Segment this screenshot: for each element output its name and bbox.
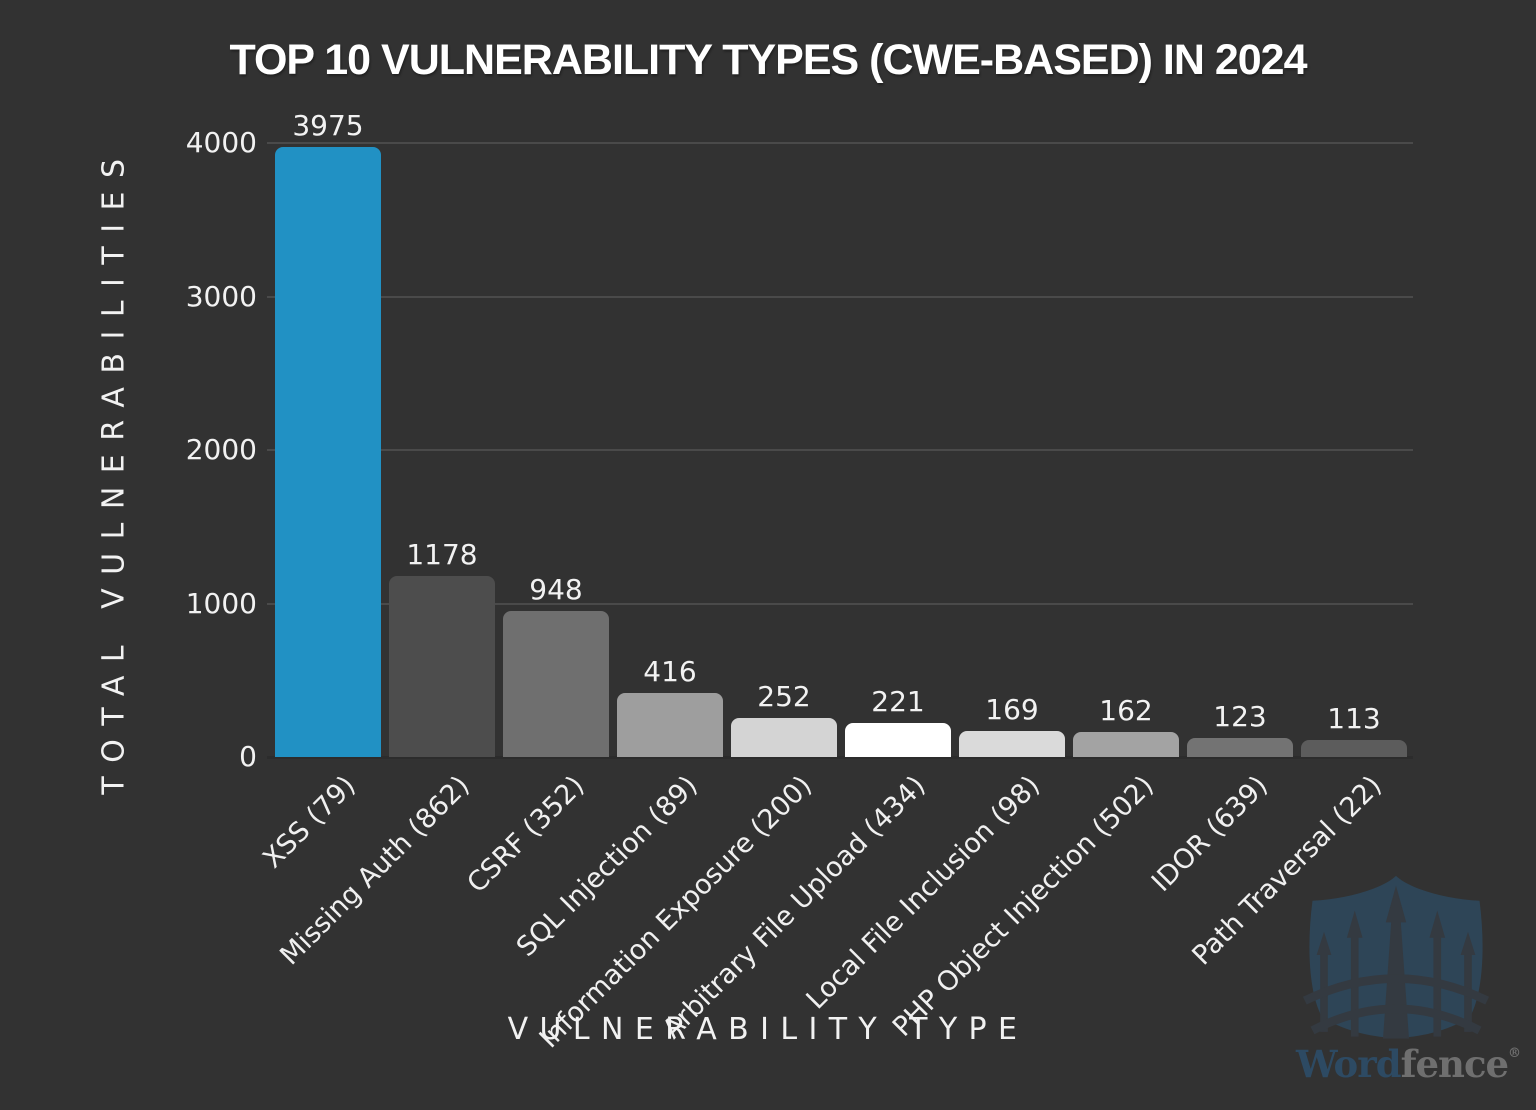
wordfence-shield-icon	[1302, 875, 1490, 1039]
y-tick-label: 4000	[185, 126, 257, 159]
bar-Local File Inclusion (98)	[959, 731, 1065, 757]
bar-value-label: 948	[529, 573, 583, 606]
bar-value-label: 1178	[406, 538, 478, 571]
x-tick-label: XSS (79)	[257, 770, 362, 875]
x-tick-label: Missing Auth (862)	[274, 770, 476, 972]
wordfence-logo: Wordfence®	[1296, 872, 1521, 1102]
bar-value-label: 252	[757, 680, 811, 713]
y-tick-label: 0	[239, 740, 257, 773]
x-tick-label: Local File Inclusion (98)	[800, 770, 1046, 1016]
x-axis-baseline	[267, 756, 1413, 759]
y-tick-label: 3000	[185, 279, 257, 313]
bar-value-label: 416	[643, 655, 697, 688]
chart-title: TOP 10 VULNERABILITY TYPES (CWE-BASED) I…	[229, 36, 1307, 84]
bar-value-label: 162	[1099, 694, 1153, 727]
bar-CSRF (352)	[503, 611, 609, 757]
wordfence-wordmark: Wordfence®	[1296, 1042, 1521, 1086]
x-axis-label: VULNERABILITY TYPE	[507, 1012, 1029, 1047]
y-tick-label: 1000	[185, 586, 257, 620]
gridline-3000	[267, 295, 1413, 298]
bar-PHP Object Injection (502)	[1073, 732, 1179, 757]
plot-area: 0 1000 2000 3000 4000 3975 XSS (79) 1178 Missing…	[186, 109, 1413, 1054]
gridline-1000	[267, 602, 1413, 605]
bar-value-label: 113	[1327, 702, 1381, 735]
bar-Information Exposure (200)	[731, 718, 837, 757]
gridline-4000	[267, 142, 1413, 144]
bar-Arbitrary File Upload (434)	[845, 723, 951, 757]
y-tick-label: 2000	[185, 433, 257, 466]
gridline-2000	[267, 449, 1413, 451]
y-axis-label: TOTAL VULNERABILITIES	[96, 145, 132, 795]
wordmark-word: Word	[1296, 1042, 1402, 1086]
bar-Missing Auth (862)	[389, 576, 495, 757]
bar-SQL Injection (89)	[617, 693, 723, 757]
bar-value-label: 3975	[292, 109, 364, 142]
bar-value-label: 123	[1213, 700, 1267, 733]
registered-mark: ®	[1508, 1046, 1522, 1061]
bar-value-label: 221	[871, 685, 925, 718]
bar-Path Traversal (22)	[1301, 740, 1407, 757]
bar-XSS (79)	[275, 147, 381, 757]
x-tick-label: IDOR (639)	[1145, 770, 1274, 898]
bar-value-label: 169	[985, 693, 1039, 726]
fence-posts	[1302, 885, 1490, 1039]
bar-IDOR (639)	[1187, 738, 1293, 757]
wordmark-fence: fence	[1400, 1042, 1509, 1086]
